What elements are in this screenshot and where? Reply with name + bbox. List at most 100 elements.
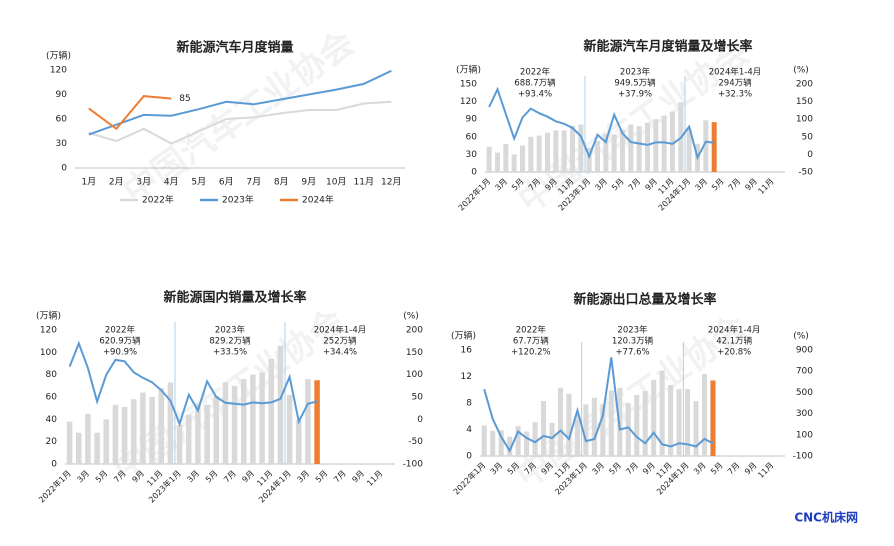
bar — [277, 345, 284, 464]
x-tick-label: 9月 — [240, 469, 256, 485]
bar — [490, 430, 496, 456]
chart-title: 新能源汽车月度销量 — [176, 40, 293, 56]
annotation: 829.2万辆 — [209, 336, 251, 347]
bar — [213, 395, 219, 464]
bar — [268, 359, 274, 464]
bar — [710, 380, 716, 456]
bar — [595, 140, 600, 172]
bar — [600, 404, 606, 456]
bar — [222, 382, 229, 464]
footer: CNC机床网 — [794, 510, 858, 525]
bar — [121, 407, 128, 464]
y-tick-label: 0 — [51, 460, 57, 470]
y-unit: (万辆) — [456, 64, 481, 76]
line — [488, 86, 715, 161]
bar — [495, 152, 500, 172]
annotation: 949.5万辆 — [614, 78, 656, 89]
annotation: 2024年1-4月 — [709, 67, 762, 78]
bar — [158, 388, 164, 464]
bar — [636, 126, 642, 172]
data-label: 85 — [179, 94, 190, 104]
x-tick-label: 1月 — [81, 177, 96, 188]
bar — [608, 390, 614, 456]
bar — [528, 136, 534, 172]
annotation: 2022年 — [516, 325, 547, 336]
y2-tick-label: 0 — [417, 415, 423, 425]
bar — [570, 125, 575, 172]
x-tick-label: 5月 — [610, 177, 626, 193]
bar — [259, 372, 265, 464]
x-tick-label: 4月 — [164, 177, 179, 188]
annotation: 252万辆 — [323, 336, 357, 347]
y-tick-label: 0 — [466, 452, 472, 462]
bar — [524, 431, 530, 456]
y-tick-label: 12 — [461, 372, 472, 382]
annotation: 2022年 — [105, 325, 136, 336]
bar — [498, 430, 504, 456]
x-tick-label: 11月 — [354, 177, 374, 188]
y2-tick-label: 300 — [796, 409, 813, 419]
y2-tick-label: 100 — [796, 115, 813, 125]
y2-tick-label: -100 — [403, 460, 424, 470]
bar — [250, 374, 256, 464]
y-tick-label: 60 — [466, 132, 478, 142]
x-tick-label: 10月 — [326, 177, 346, 188]
annotation: 688.7万辆 — [514, 78, 556, 89]
bar — [693, 401, 699, 456]
annotation: 294万辆 — [718, 78, 752, 89]
annotation: 2023年 — [215, 325, 246, 336]
x-tick-label: 11月 — [365, 469, 384, 488]
bar — [532, 422, 538, 456]
bar — [668, 385, 674, 456]
x-tick-label: 3月 — [295, 469, 311, 485]
bar — [583, 404, 589, 456]
bar — [611, 134, 617, 172]
bar — [112, 404, 119, 464]
bar — [620, 129, 625, 172]
annotation: +33.5% — [213, 348, 247, 358]
bar — [686, 129, 692, 172]
line — [483, 357, 714, 453]
bar — [186, 414, 192, 464]
annotation: 2022年 — [520, 67, 551, 78]
annotation: 2024年1-4月 — [314, 325, 367, 336]
x-tick-label: 11月 — [756, 461, 775, 480]
y-tick-label: 16 — [461, 346, 473, 356]
bar — [520, 145, 525, 172]
annotation: +20.8% — [717, 348, 751, 358]
y-tick-label: 120 — [40, 326, 57, 336]
y-unit: (万辆) — [46, 50, 71, 62]
y-tick-label: 30 — [56, 139, 68, 149]
x-tick-label: 3月 — [693, 177, 709, 193]
annotation: 67.7万辆 — [513, 336, 549, 347]
bar — [204, 404, 210, 464]
annotation: +32.3% — [718, 90, 752, 100]
bar — [305, 379, 311, 464]
x-tick-label: 11月 — [756, 177, 775, 196]
bar — [685, 389, 691, 456]
x-tick-label: 7月 — [222, 469, 238, 485]
chart-title: 新能源国内销量及增长率 — [163, 290, 306, 306]
y-tick-label: 90 — [466, 115, 478, 125]
legend-label: 2022年 — [142, 194, 174, 206]
y2-unit: (%) — [403, 312, 419, 322]
line — [88, 95, 172, 131]
x-tick-label: 6月 — [219, 177, 234, 188]
bar — [628, 124, 634, 172]
annotation: 2023年 — [617, 325, 648, 336]
bar — [625, 403, 631, 456]
y-tick-label: 90 — [56, 90, 68, 100]
bar — [195, 403, 201, 464]
y-tick-label: 20 — [46, 437, 58, 447]
bar — [541, 401, 547, 456]
bar — [140, 392, 146, 464]
line — [68, 340, 318, 427]
y-unit: (万辆) — [451, 330, 476, 342]
y2-tick-label: 50 — [802, 132, 814, 142]
y2-tick-label: -100 — [793, 452, 814, 462]
y-tick-label: 0 — [471, 168, 477, 178]
annotation: +77.6% — [615, 348, 649, 358]
bar — [176, 424, 183, 464]
y-tick-label: 4 — [466, 425, 472, 435]
x-tick-label: 7月 — [624, 461, 640, 477]
